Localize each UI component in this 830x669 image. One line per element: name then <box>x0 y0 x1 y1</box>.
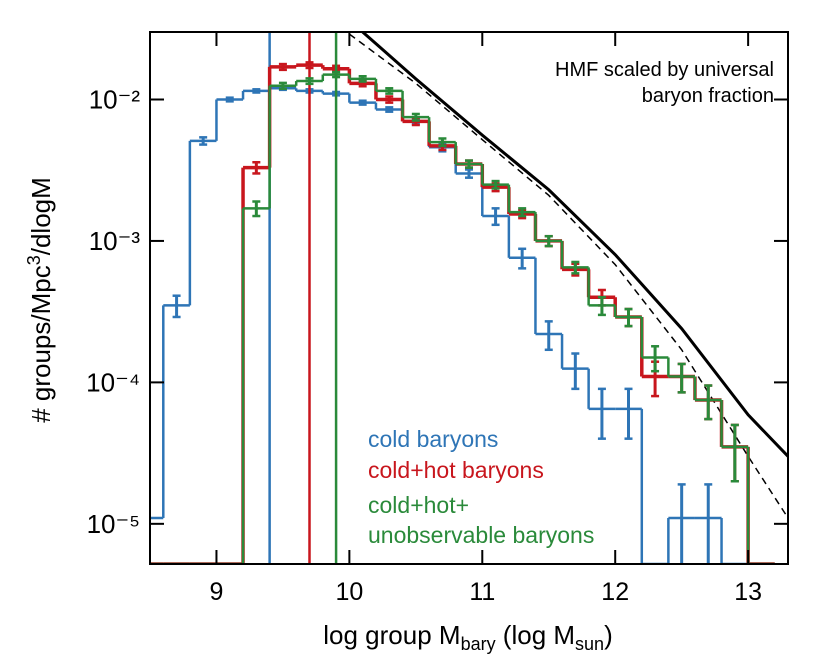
annotation: HMF scaled by universal <box>555 59 774 81</box>
x-tick-label: 13 <box>734 578 762 606</box>
y-tick-label: 10⁻⁴ <box>86 367 140 397</box>
x-tick-label: 11 <box>469 578 495 606</box>
y-tick-label: 10⁻³ <box>89 226 141 256</box>
x-tick-label: 12 <box>601 578 629 606</box>
x-axis-label-part: sun <box>575 634 604 654</box>
x-axis-label: log group Mbary (log Msun) <box>323 620 613 654</box>
y-tick-label: 10⁻² <box>89 84 141 114</box>
x-axis-label-part: ) <box>604 620 613 650</box>
hmf-curve <box>348 33 788 519</box>
plot-area <box>150 32 788 564</box>
y-axis-label-part: # groups/Mpc <box>26 265 56 423</box>
y-axis-label: # groups/Mpc3/dlogM <box>24 177 56 423</box>
x-tick-label: 9 <box>210 578 224 606</box>
y-axis-label-part: 3 <box>24 255 44 265</box>
x-tick-label: 10 <box>335 578 363 606</box>
hmf-curve <box>361 32 788 458</box>
x-axis-label-part: (log M <box>496 620 575 650</box>
legend-entry: cold baryons <box>368 426 498 452</box>
y-axis-label-part: /dlogM <box>26 177 56 255</box>
x-axis-label-part: bary <box>461 634 496 654</box>
legend-entry: cold+hot+ unobservable baryons <box>368 492 595 548</box>
annotation: baryon fraction <box>642 85 774 107</box>
legend-entry: cold+hot baryons <box>368 457 544 483</box>
plot-frame <box>149 31 789 565</box>
x-axis-label-part: log group M <box>323 620 460 650</box>
y-tick-label: 10⁻⁵ <box>87 509 140 539</box>
